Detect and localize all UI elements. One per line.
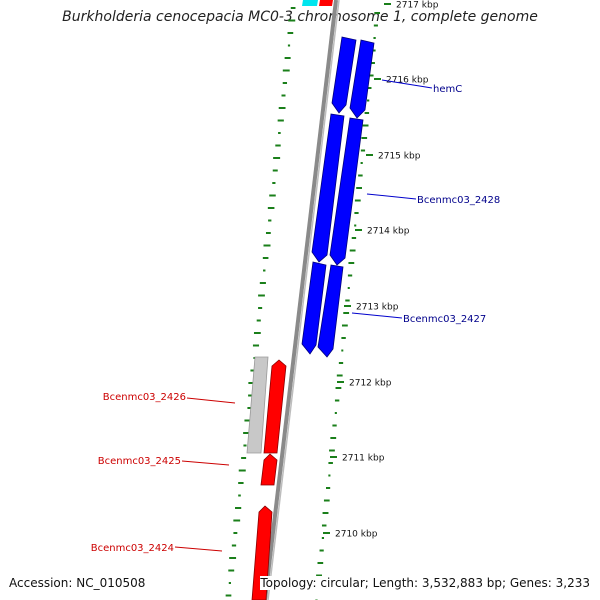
gene-label[interactable]: Bcenmc03_2427 [403, 314, 486, 325]
gc-content-ring-inner [225, 7, 296, 597]
scale-tick-label: 2717 kbp [396, 1, 439, 11]
gene-label[interactable]: Bcenmc03_2425 [98, 456, 181, 467]
label-leader-line [351, 312, 403, 319]
scale-tick-label: 2710 kbp [335, 530, 378, 540]
gene-arrow-red-top[interactable] [319, 0, 333, 6]
gene-label[interactable]: Bcenmc03_2426 [103, 392, 186, 403]
gc-content-ring-outer [315, 12, 381, 600]
scale-tick-label: 2715 kbp [378, 152, 421, 162]
map-title: Burkholderia cenocepacia MC0-3 chromosom… [62, 9, 538, 25]
gene-arrow-hemC-right[interactable] [349, 39, 375, 119]
gene-label[interactable]: Bcenmc03_2428 [417, 195, 500, 206]
label-leader-line [181, 460, 230, 466]
scale-tick-label: 2711 kbp [342, 454, 385, 464]
chromosome-backbone-shadow [267, 0, 340, 600]
scale-ticks: 2717 kbp 2716 kbp 2715 kbp 2714 kbp 2713 kbp… [323, 1, 439, 540]
scale-tick-label: 2714 kbp [367, 227, 410, 237]
gene-label[interactable]: hemC [433, 84, 462, 95]
gene-arrow-2428-left[interactable] [311, 113, 345, 263]
gene-label[interactable]: Bcenmc03_2424 [91, 543, 174, 554]
gene-arrow-2427-right[interactable] [317, 264, 344, 358]
chromosome-backbone [263, 0, 338, 600]
gene-labels: hemC Bcenmc03_2428 Bcenmc03_2427 Bcenmc03_2… [91, 79, 500, 554]
gene-arrow-2427-left[interactable] [301, 261, 327, 355]
forward-genes [301, 36, 375, 358]
genome-summary-text: Topology: circular; Length: 3,532,883 bp… [260, 576, 590, 590]
label-leader-line [186, 397, 236, 404]
gene-arrow-2428-right[interactable] [329, 117, 364, 266]
label-leader-line [366, 193, 417, 200]
scale-tick-label: 2716 kbp [386, 76, 429, 86]
gene-arrow-2426[interactable] [263, 359, 287, 454]
gene-arrow-2425[interactable] [260, 453, 278, 486]
gene-arrow-hemC-left[interactable] [331, 36, 357, 114]
gene-arrow-grey[interactable] [246, 356, 269, 454]
scale-tick-label: 2712 kbp [349, 379, 392, 389]
label-leader-line [381, 79, 433, 89]
scale-tick-label: 2713 kbp [356, 303, 399, 313]
gene-arrow-cyan[interactable] [302, 0, 318, 6]
label-leader-line [174, 546, 223, 552]
accession-text: Accession: NC_010508 [9, 576, 146, 590]
